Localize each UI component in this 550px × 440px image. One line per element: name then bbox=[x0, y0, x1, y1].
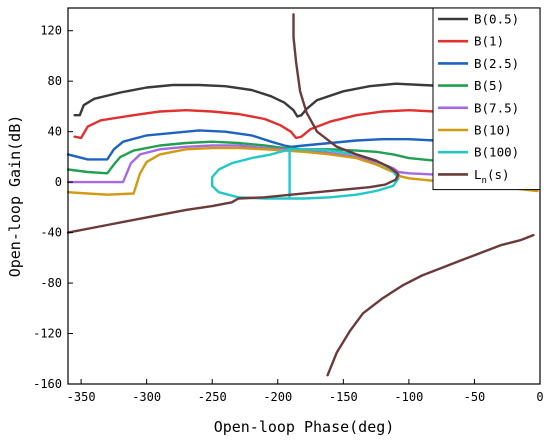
legend-label-6: B(100) bbox=[474, 145, 519, 160]
x-tick-label-1: -300 bbox=[132, 390, 161, 404]
plot-frame bbox=[67, 7, 541, 385]
y-tick-label-0: 120 bbox=[40, 24, 62, 38]
y-tick-label-4: -40 bbox=[40, 226, 62, 240]
ticks-layer: -350 -300 -250 -200 -150 -100 -50 0 120 80 40 0 -40 -… bbox=[33, 24, 544, 404]
legend-label-5: B(10) bbox=[474, 123, 512, 138]
y-tick-label-2: 40 bbox=[48, 125, 62, 139]
series-line-7-0 bbox=[66, 13, 400, 234]
legend-label-7: Ln(s) bbox=[474, 167, 510, 186]
legend-label-0: B(0.5) bbox=[474, 12, 519, 27]
x-tick-label-2: -250 bbox=[198, 390, 227, 404]
y-axis-title: Open-loop Gain(dB) bbox=[6, 115, 24, 278]
legend-box bbox=[432, 7, 541, 191]
series-line-7-1 bbox=[326, 233, 535, 377]
y-tick-label-3: 0 bbox=[55, 175, 62, 189]
y-tick-label-1: 80 bbox=[48, 74, 62, 88]
legend-label-2: B(2.5) bbox=[474, 56, 519, 71]
y-tick-label-6: -120 bbox=[33, 327, 62, 341]
x-tick-label-4: -150 bbox=[329, 390, 358, 404]
legend-label-4: B(7.5) bbox=[474, 100, 519, 115]
legend: B(0.5) B(1) B(2.5) B(5) B(7.5) B(10) B(100) Ln(… bbox=[432, 7, 541, 191]
y-tick-label-7: -160 bbox=[33, 377, 62, 391]
x-tick-label-0: -350 bbox=[67, 390, 96, 404]
x-tick-label-7: 0 bbox=[536, 390, 543, 404]
series-layer bbox=[66, 13, 539, 377]
legend-label-1: B(1) bbox=[474, 34, 504, 49]
x-tick-label-5: -100 bbox=[394, 390, 423, 404]
x-tick-label-6: -50 bbox=[464, 390, 486, 404]
x-tick-label-3: -200 bbox=[263, 390, 292, 404]
legend-label-3: B(5) bbox=[474, 78, 504, 93]
y-tick-label-5: -80 bbox=[40, 276, 62, 290]
x-axis-title: Open-loop Phase(deg) bbox=[214, 418, 395, 436]
